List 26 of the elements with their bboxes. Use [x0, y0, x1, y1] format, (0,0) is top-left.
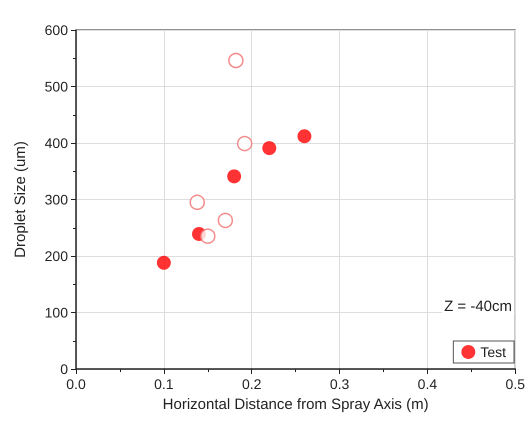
point [236, 136, 252, 152]
x-tick-label: 0.3 [330, 376, 350, 392]
annotation: Z = -40cm [444, 298, 512, 315]
point [200, 228, 216, 244]
y-tick-label: 0 [60, 361, 68, 377]
y-tick-label: 100 [44, 304, 68, 320]
x-tick-label: 0.2 [242, 376, 262, 392]
x-tick-label: 0.0 [66, 376, 86, 392]
point [227, 169, 242, 184]
x-axis-title: Horizontal Distance from Spray Axis (m) [162, 396, 429, 413]
y-tick-label: 400 [44, 135, 68, 151]
y-tick-label: 500 [44, 78, 68, 94]
y-tick-label: 600 [44, 22, 68, 38]
point [156, 256, 171, 270]
point [262, 141, 276, 156]
y-axis-title: Droplet Size (um) [12, 141, 29, 258]
x-tick-label: 0.4 [418, 376, 438, 392]
point [190, 194, 205, 210]
y-tick-label: 300 [44, 192, 68, 208]
point [218, 212, 234, 228]
x-tick-label: 0.5 [506, 376, 526, 392]
point [297, 129, 312, 144]
point [228, 52, 244, 68]
x-tick-label: 0.1 [154, 376, 174, 392]
y-tick-label: 200 [44, 248, 68, 264]
legend-label: Test [480, 344, 506, 360]
